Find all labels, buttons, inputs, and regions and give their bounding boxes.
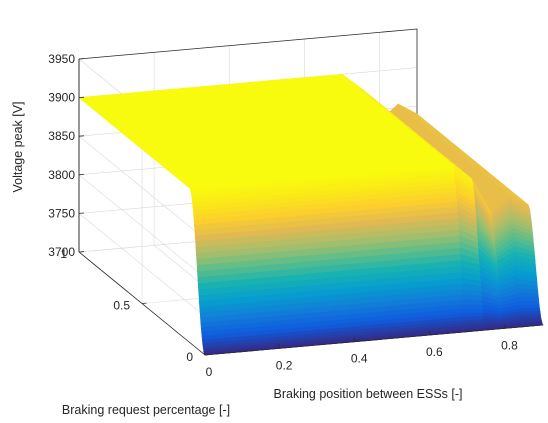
axis-labels: Voltage peak [V] Braking position betwee…	[11, 101, 463, 417]
z-tick-label: 3950	[48, 52, 75, 66]
y-tick-label: 0	[186, 350, 193, 364]
y-tick-label: 1	[60, 247, 67, 261]
x-axis-line	[204, 324, 544, 356]
x-tick-label: 0.8	[501, 338, 518, 352]
z-tick-label: 3800	[48, 168, 75, 182]
x-tick-mark	[428, 330, 431, 336]
x-tick-mark	[203, 350, 206, 356]
y-axis-label: Braking request percentage [-]	[62, 403, 230, 417]
axes: 3700 3750 3800 3850 3900 3950 0 0.5 1 0 0.2 0.4 0.6 0…	[48, 52, 544, 379]
z-tick-label: 3850	[48, 129, 75, 143]
y-tick-label: 0.5	[113, 299, 130, 313]
surface-patch	[464, 308, 484, 314]
z-tick-label: 3750	[48, 206, 75, 220]
surface-patch	[520, 304, 540, 309]
z-tick-label: 3700	[48, 245, 75, 259]
x-tick-mark	[353, 337, 356, 342]
x-tick-label: 0	[206, 365, 213, 379]
x-tick-mark	[503, 324, 506, 329]
x-tick-mark	[278, 344, 281, 349]
x-tick-label: 0.2	[276, 358, 293, 372]
x-axis-label: Braking position between ESSs [-]	[274, 387, 463, 401]
surface-patch	[463, 304, 484, 310]
x-tick-label: 0.4	[351, 352, 368, 366]
surface-patch	[519, 300, 540, 306]
x-tick-label: 0.6	[426, 345, 443, 359]
z-axis-label: Voltage peak [V]	[11, 101, 25, 192]
z-tick-label: 3900	[48, 91, 75, 105]
voltage-surface	[78, 73, 544, 356]
